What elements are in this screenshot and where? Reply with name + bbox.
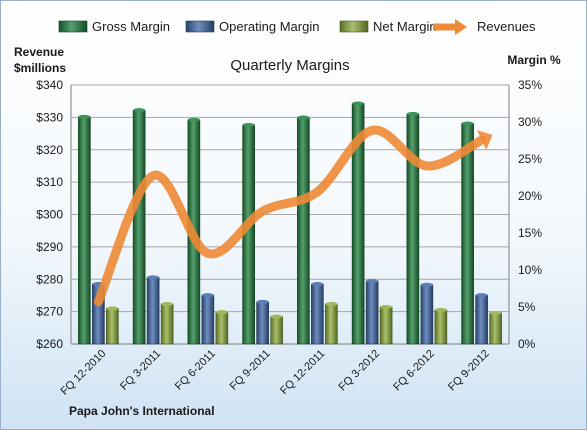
chart-title: Quarterly Margins	[230, 57, 349, 74]
bar-operating-margin	[420, 284, 434, 345]
bar-gross-margin	[297, 117, 310, 345]
bar-net-margin	[270, 316, 283, 345]
bar-net-margin	[434, 309, 448, 345]
bar-operating-margin	[146, 277, 160, 345]
right-tick-label: 5%	[518, 300, 536, 314]
bar-operating-margin	[475, 294, 488, 345]
legend-label: Revenues	[477, 19, 536, 34]
bar-operating-margin	[365, 280, 379, 345]
left-axis-title: Revenue	[14, 45, 64, 59]
left-tick-label: $260	[36, 337, 63, 351]
bar-cap	[489, 310, 502, 315]
bar-gross-margin	[132, 109, 146, 345]
x-tick-label: FQ 3-2011	[118, 348, 163, 393]
bar-cap	[420, 282, 433, 287]
left-tick-label: $320	[36, 143, 63, 157]
legend-swatch	[58, 20, 88, 33]
legend-label: Gross Margin	[92, 19, 170, 34]
bar-cap	[187, 117, 200, 122]
footer-company: Papa John's International	[69, 404, 215, 418]
bar-operating-margin	[201, 294, 215, 345]
bar-cap	[256, 299, 269, 304]
legend-label: Net Margin	[373, 19, 437, 34]
legend-label: Operating Margin	[219, 19, 319, 34]
bar-net-margin	[379, 306, 393, 345]
right-tick-label: 0%	[518, 337, 536, 351]
bar-cap	[461, 121, 474, 126]
bar-cap	[215, 310, 228, 315]
bar-operating-margin	[311, 283, 324, 345]
right-tick-label: 35%	[518, 78, 542, 92]
right-tick-label: 25%	[518, 152, 542, 166]
bar-cap	[380, 305, 393, 309]
bar-cap	[78, 114, 91, 119]
left-tick-label: $330	[36, 110, 63, 124]
bar-cap	[434, 307, 447, 312]
revenues-arrowhead	[476, 130, 493, 150]
bar-cap	[475, 293, 488, 298]
right-tick-label: 10%	[518, 263, 542, 277]
bar-cap	[201, 293, 214, 298]
bar-gross-margin	[406, 113, 420, 345]
revenues-line	[93, 125, 487, 307]
left-axis-title: $millions	[14, 61, 66, 75]
bar-net-margin	[325, 303, 338, 345]
bar-cap	[270, 314, 283, 319]
legend-swatch	[185, 20, 215, 33]
right-tick-label: 15%	[518, 226, 542, 240]
left-tick-label: $340	[36, 78, 63, 92]
left-tick-label: $300	[36, 208, 63, 222]
right-tick-label: 30%	[518, 115, 542, 129]
bar-net-margin	[489, 312, 502, 345]
bar-gross-margin	[78, 116, 91, 345]
left-tick-label: $310	[36, 175, 63, 189]
x-tick-label: FQ 9-2012	[446, 348, 492, 394]
bar-cap	[147, 275, 160, 280]
bar-cap	[406, 111, 419, 116]
bar-cap	[106, 306, 119, 311]
x-tick-label: FQ 3-2012	[337, 348, 383, 394]
x-tick-label: FQ 12-2010	[59, 348, 109, 398]
bar-cap	[352, 101, 365, 106]
left-tick-label: $280	[36, 272, 63, 286]
right-tick-label: 20%	[518, 189, 542, 203]
x-tick-label: FQ 6-2011	[173, 348, 218, 393]
bar-cap	[325, 302, 338, 307]
bar-cap	[311, 282, 324, 287]
right-axis-title: Margin %	[507, 53, 561, 67]
bar-cap	[133, 108, 146, 113]
bar-net-margin	[106, 308, 119, 345]
bar-operating-margin	[256, 301, 269, 345]
legend-swatch	[339, 20, 369, 33]
bar-net-margin	[215, 311, 229, 345]
bar-cap	[297, 115, 310, 120]
left-tick-label: $290	[36, 240, 63, 254]
bar-cap	[366, 279, 379, 284]
bar-cap	[161, 302, 174, 307]
bar-cap	[242, 122, 255, 127]
x-tick-label: FQ 9-2011	[228, 348, 273, 393]
x-tick-label: FQ 12-2011	[278, 348, 327, 397]
left-tick-label: $270	[36, 305, 63, 319]
x-tick-label: FQ 6-2012	[391, 348, 437, 394]
legend-arrow	[455, 19, 467, 35]
bar-net-margin	[160, 303, 174, 345]
